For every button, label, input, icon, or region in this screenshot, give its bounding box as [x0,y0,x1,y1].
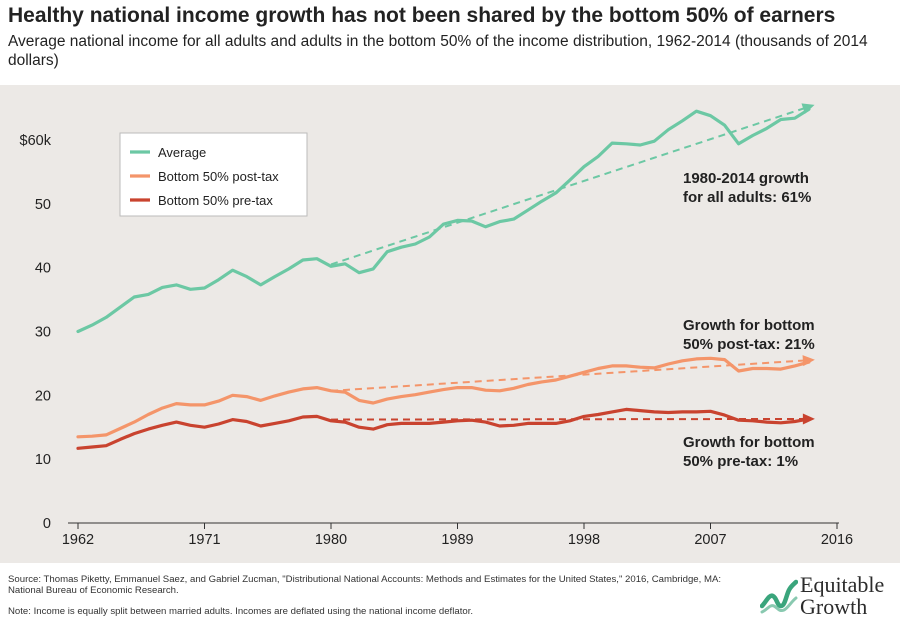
source-note: Source: Thomas Piketty, Emmanuel Saez, a… [8,574,722,596]
x-tick-label: 1980 [315,532,347,548]
y-tick-label: 10 [35,452,51,468]
x-tick-label: 1989 [441,532,473,548]
y-tick-label: 0 [43,516,51,532]
legend-label: Bottom 50% post-tax [158,169,279,184]
legend-box [119,132,308,217]
y-tick-label: 50 [35,197,51,213]
chart-title: Healthy national income growth has not b… [8,4,836,27]
chart-subtitle: Average national income for all adults a… [8,33,868,69]
annotation-text: 1980-2014 growth [683,170,809,187]
logo-mark-icon [760,579,798,614]
y-tick-label: $60k [20,133,52,149]
annotation-text: Growth for bottom [683,317,815,334]
trend-line [330,417,809,421]
x-tick-label: 2016 [821,532,853,548]
footnote: Note: Income is equally split between ma… [8,606,474,617]
y-tick-label: 30 [35,324,51,340]
x-tick-label: 1971 [188,532,220,548]
x-tick-label: 1962 [62,532,94,548]
legend-label: Bottom 50% pre-tax [158,193,273,208]
annotation-text: for all adults: 61% [683,189,811,206]
series-line [76,356,811,439]
x-tick-label: 1998 [568,532,600,548]
logo-text-line2: Growth [800,594,868,619]
series-line [76,407,811,450]
legend-label: Average [158,145,206,160]
x-tick-label: 2007 [694,532,726,548]
y-tick-label: 20 [35,388,51,404]
y-tick-label: 40 [35,261,51,277]
annotation-text: 50% pre-tax: 1% [683,453,798,470]
series-line [76,107,811,334]
equitable-growth-logo: Equitable Growth [760,568,895,624]
logo-text-line1: Equitable [800,572,885,597]
annotation-text: 50% post-tax: 21% [683,336,815,353]
annotation-text: Growth for bottom [683,434,815,451]
